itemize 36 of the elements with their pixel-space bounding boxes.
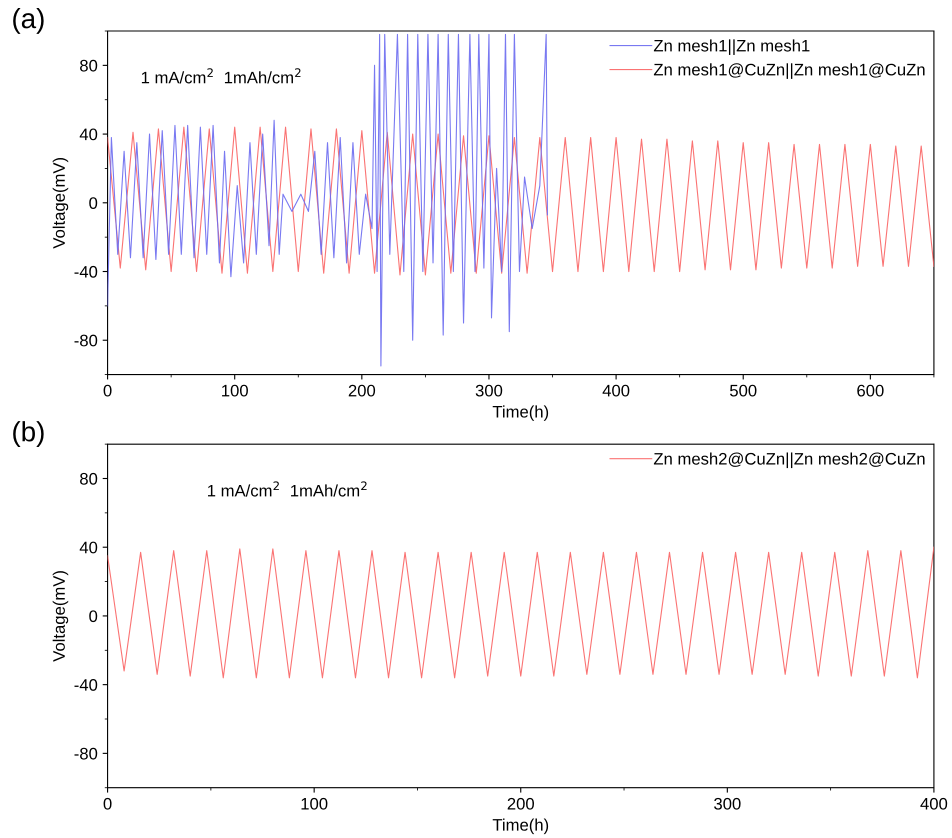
- line-series: [108, 34, 548, 367]
- y-tick-label: -80: [74, 334, 98, 346]
- x-tick-label: 600: [857, 384, 884, 397]
- y-tick-label: -80: [74, 748, 98, 760]
- line-series: [108, 126, 934, 276]
- x-tick-label: 400: [920, 798, 948, 810]
- x-tick-label: 300: [714, 798, 741, 810]
- line-series: [108, 546, 934, 678]
- y-tick-label: -40: [74, 679, 98, 691]
- y-axis-title: Voltage(mV): [52, 571, 68, 662]
- x-tick-label: 400: [602, 384, 630, 397]
- annotation: 1 mA/cm$^{2}$ 1mAh/cm$^{2}$: [142, 68, 300, 84]
- legend-label: Zn mesh1||Zn mesh1: [654, 39, 810, 55]
- legend-label: Zn mesh2@CuZn||Zn mesh2@CuZn: [654, 452, 925, 468]
- annotation: 1 mA/cm$^{2}$ 1mAh/cm$^{2}$: [208, 481, 367, 497]
- x-tick-label: 100: [302, 798, 328, 810]
- x-tick-label: 300: [476, 384, 502, 397]
- x-axis-title: Time(h): [492, 405, 548, 421]
- y-tick-label: 80: [80, 60, 98, 72]
- legend-label: Zn mesh1@CuZn||Zn mesh1@CuZn: [654, 63, 925, 79]
- text: (b): [13, 421, 44, 448]
- x-axis-title: Time(h): [492, 818, 548, 834]
- y-tick-label: -40: [74, 266, 98, 278]
- text: (a): [13, 8, 44, 34]
- x-tick-label: 200: [348, 384, 376, 397]
- y-tick-label: 0: [89, 610, 98, 622]
- y-axis-title: Voltage(mV): [52, 158, 68, 249]
- x-tick-label: 100: [222, 384, 248, 397]
- y-tick-label: 40: [80, 128, 98, 140]
- x-tick-label: 500: [730, 384, 756, 397]
- x-tick-label: 0: [104, 384, 112, 397]
- y-tick-label: 40: [80, 542, 98, 554]
- x-tick-label: 0: [104, 798, 112, 810]
- x-tick-label: 200: [508, 798, 534, 810]
- y-tick-label: 80: [80, 472, 98, 485]
- y-tick-label: 0: [89, 197, 98, 209]
